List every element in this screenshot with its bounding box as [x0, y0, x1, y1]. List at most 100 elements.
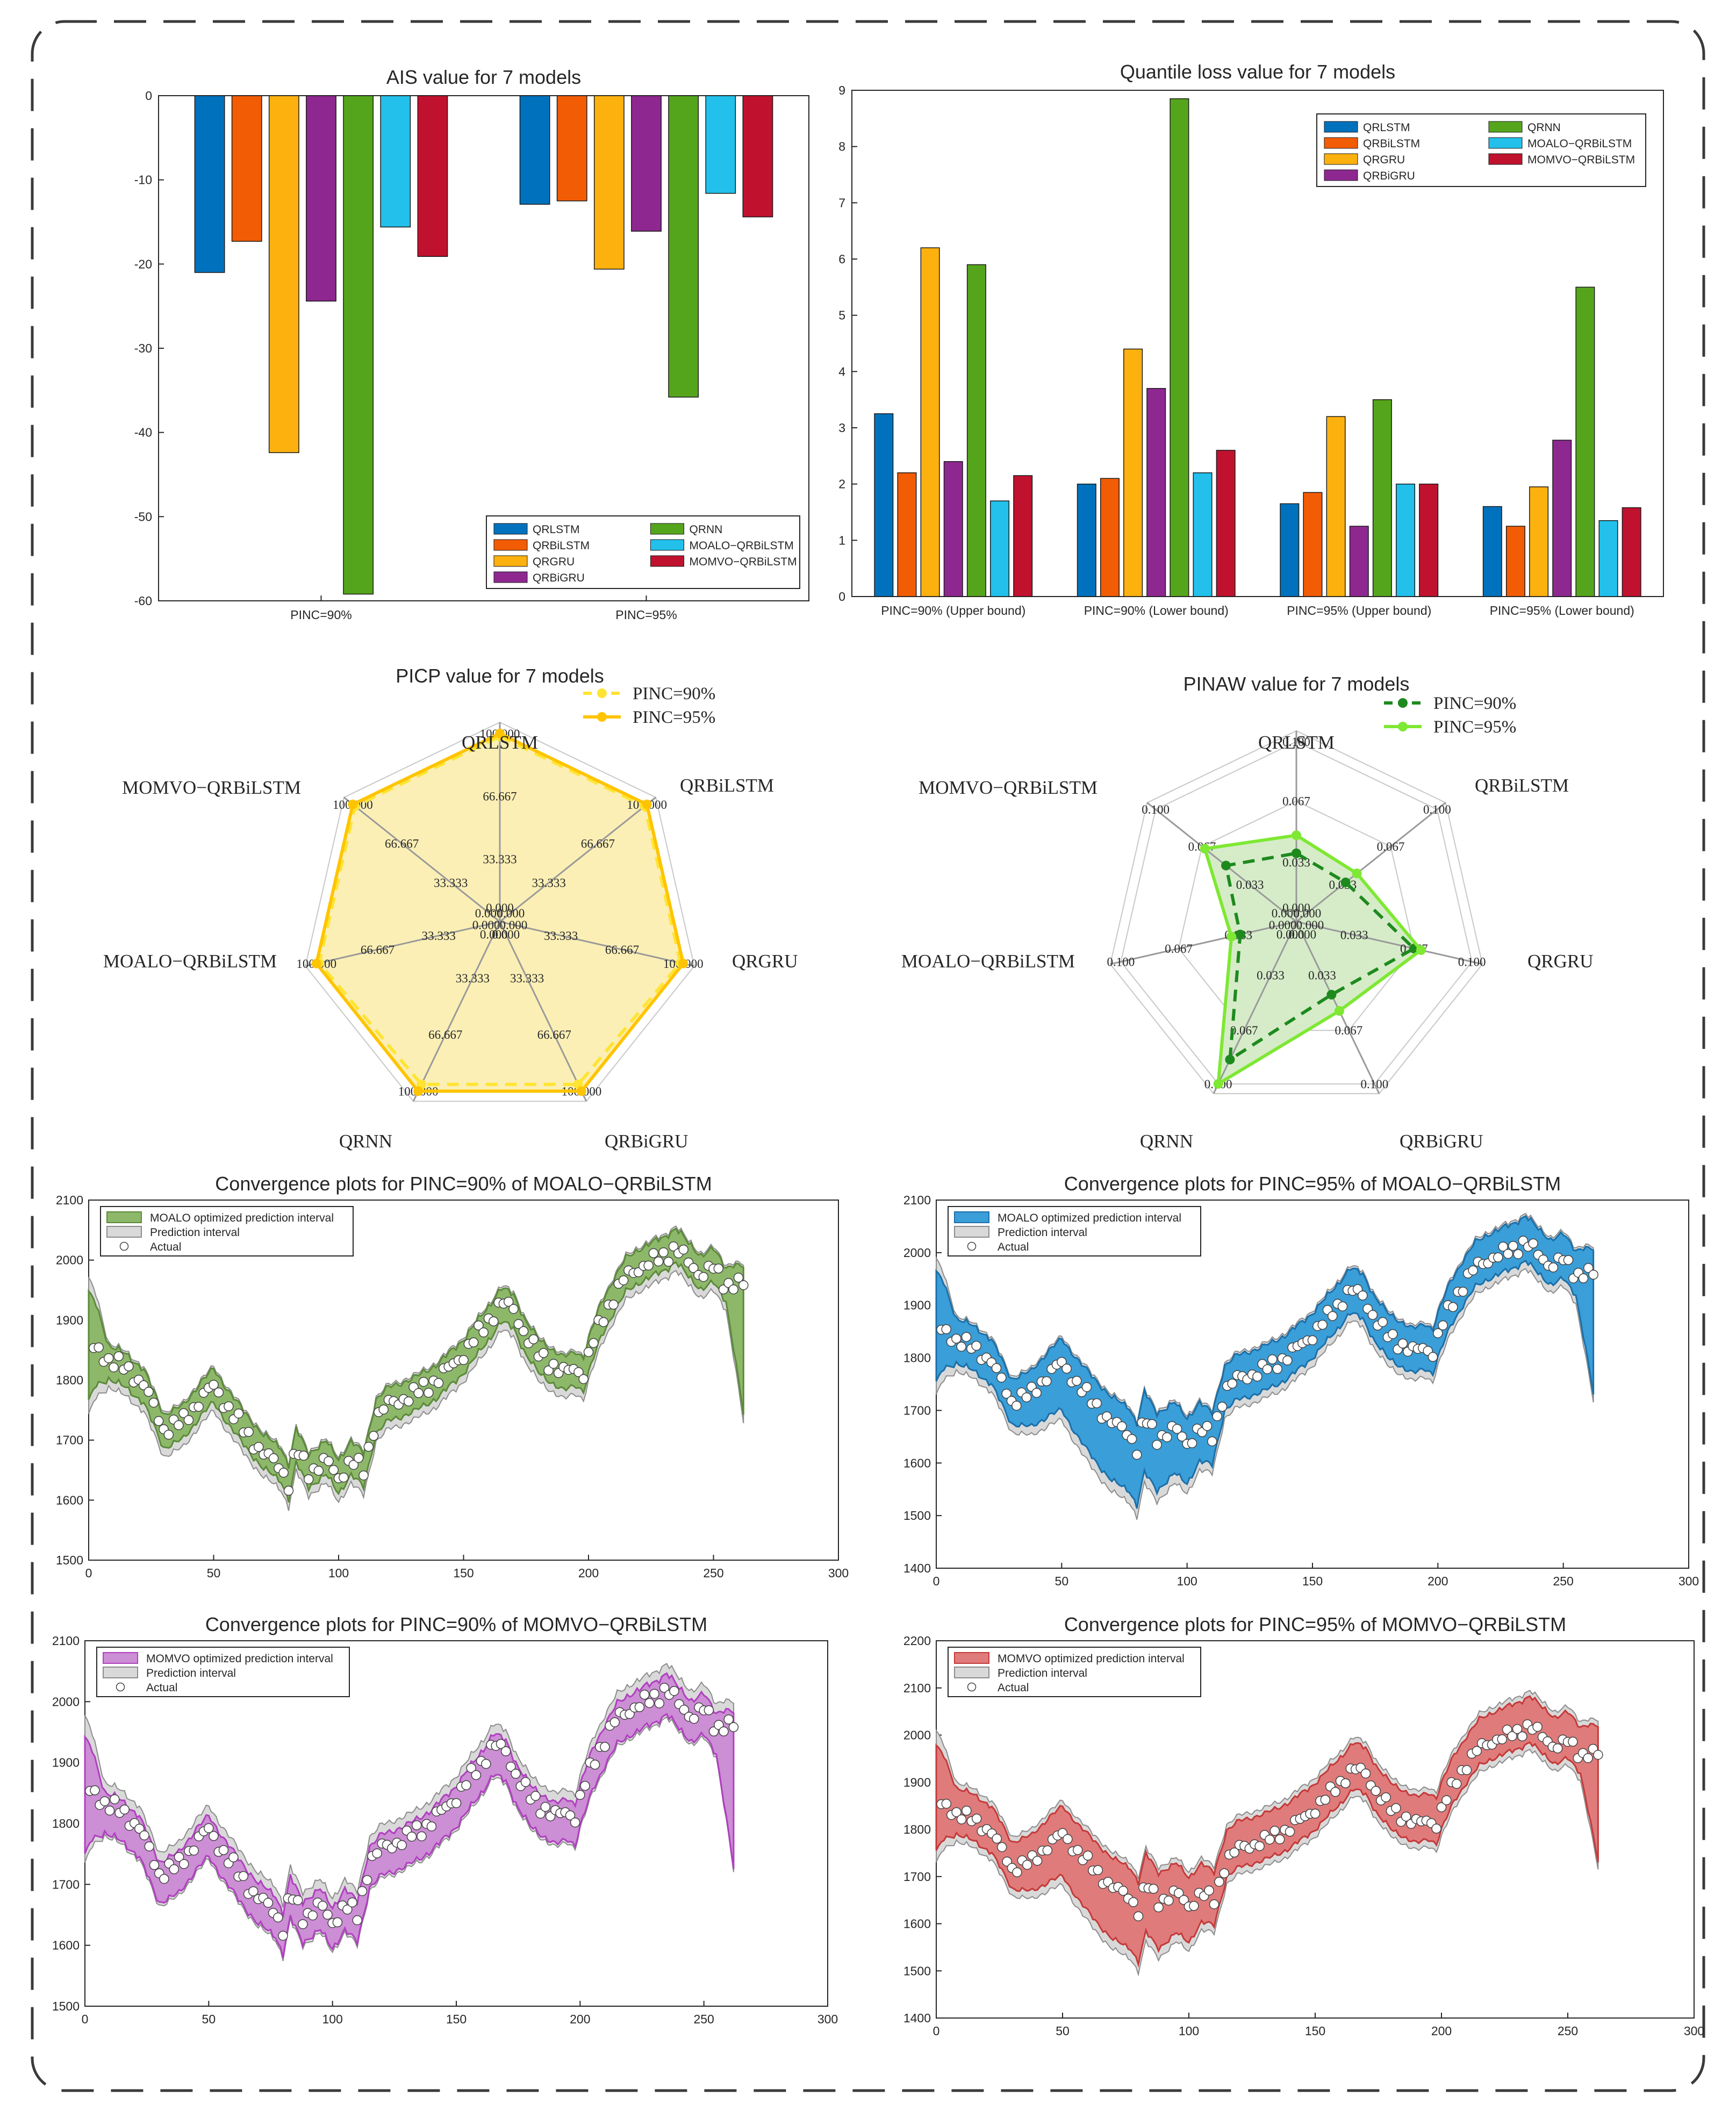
x-tick-label: PINC=90%: [290, 608, 351, 622]
actual-point: [1164, 1895, 1174, 1906]
actual-point: [307, 1910, 318, 1921]
ring-label: 33.333: [434, 876, 468, 889]
actual-point: [1593, 1749, 1603, 1760]
actual-point: [669, 1686, 679, 1696]
y-tick-label: 1500: [52, 1999, 80, 2013]
actual-point: [433, 1378, 444, 1388]
x-tick-label: 0: [933, 1574, 940, 1588]
bar-moalo−qrbilstm: [1598, 520, 1618, 597]
y-tick-label: 1500: [56, 1553, 83, 1567]
x-tick-label: 200: [570, 2012, 590, 2026]
radar-marker: [678, 958, 688, 968]
actual-point: [134, 1823, 145, 1834]
legend-swatch: [106, 1226, 142, 1238]
x-tick-label: 0: [82, 2012, 89, 2026]
axis-label: QRGRU: [1527, 951, 1594, 972]
actual-point: [540, 1801, 551, 1812]
actual-point: [718, 1284, 729, 1295]
actual-point: [224, 1401, 234, 1412]
y-tick-label: 1900: [52, 1756, 80, 1770]
actual-point: [1497, 1734, 1508, 1744]
actual-point: [951, 1807, 962, 1818]
bar-qrgru: [920, 247, 940, 597]
bar-momvo−qrbilstm: [417, 95, 448, 257]
actual-point: [1461, 1765, 1472, 1775]
x-tick-label: 300: [1678, 1574, 1699, 1588]
actual-point: [124, 1361, 134, 1372]
actual-point: [278, 1468, 289, 1478]
actual-point: [1436, 1802, 1447, 1813]
legend-label: QRNN: [1527, 121, 1561, 134]
actual-point: [648, 1248, 659, 1259]
actual-point: [1153, 1902, 1164, 1913]
actual-point: [1517, 1731, 1527, 1742]
legend-swatch: [1324, 121, 1358, 133]
actual-point: [169, 1864, 180, 1875]
actual-point: [535, 1808, 546, 1819]
actual-point: [1177, 1431, 1187, 1442]
legend-label: MOMVO−QRBiLSTM: [1527, 154, 1635, 166]
bar-qrbigru: [1349, 526, 1369, 597]
x-tick-label: 50: [1056, 2024, 1070, 2038]
radar-marker: [1326, 989, 1337, 1000]
actual-point: [1337, 1301, 1348, 1312]
actual-point: [332, 1917, 343, 1928]
actual-point: [1207, 1436, 1217, 1447]
actual-point: [649, 1689, 659, 1699]
actual-point: [1307, 1335, 1318, 1346]
actual-point: [363, 1441, 374, 1452]
actual-point: [322, 1909, 333, 1920]
ring-label: 0.000: [499, 918, 527, 932]
actual-point: [233, 1408, 244, 1419]
radar-fill: [1204, 835, 1421, 1084]
bar-moalo−qrbilstm: [1396, 483, 1416, 597]
radar-marker: [1226, 931, 1237, 942]
legend-swatch: [493, 571, 528, 583]
x-tick-label: PINC=90% (Lower bound): [1084, 604, 1229, 617]
bar-moalo−qrbilstm: [380, 95, 411, 228]
actual-point: [530, 1791, 541, 1801]
actual-point: [139, 1830, 149, 1841]
chart-title: Convergence plots for PINC=90% of MOMVO−…: [205, 1613, 707, 1635]
actual-point: [511, 1769, 521, 1779]
legend-label: PINC=95%: [1433, 717, 1516, 737]
radar-marker: [1235, 929, 1245, 939]
x-tick-label: 200: [578, 1566, 599, 1580]
y-tick-label: 2000: [903, 1728, 931, 1742]
y-tick-label: 1700: [903, 1870, 931, 1884]
radar-marker: [1200, 844, 1210, 854]
actual-point: [698, 1272, 709, 1282]
actual-point: [1578, 1273, 1589, 1283]
actual-point: [368, 1431, 379, 1441]
actual-point: [178, 1408, 189, 1418]
chart-title: Convergence plots for PINC=90% of MOALO−…: [215, 1173, 712, 1195]
y-tick-label: 0: [838, 590, 845, 604]
radar-spoke: [305, 921, 500, 967]
bar-qrgru: [1529, 486, 1549, 597]
legend-label: QRGRU: [533, 556, 575, 568]
actual-point: [996, 1373, 1007, 1383]
actual-point: [1267, 1354, 1278, 1365]
radar-marker: [642, 799, 652, 809]
legend-box: [486, 515, 800, 589]
actual-point: [962, 1805, 972, 1816]
actual-point: [1310, 1808, 1321, 1819]
actual-point: [992, 1833, 1002, 1844]
actual-point: [575, 1790, 585, 1800]
actual-point: [1548, 1262, 1559, 1273]
actual-point: [1401, 1811, 1411, 1822]
y-tick-label: -20: [134, 257, 152, 271]
ring-label: 0.000: [1293, 907, 1321, 920]
actual-point: [543, 1365, 554, 1376]
y-tick-label: 1800: [52, 1816, 80, 1830]
actual-point: [1285, 1827, 1295, 1837]
actual-point: [243, 1427, 254, 1437]
radar-marker: [1352, 868, 1362, 879]
actual-point: [481, 1758, 491, 1769]
ring-label: 0.000: [1296, 918, 1324, 932]
actual-point: [1563, 1255, 1574, 1265]
actual-point: [1528, 1238, 1538, 1248]
ring-label: 33.333: [456, 972, 490, 985]
chart-title: Convergence plots for PINC=95% of MOMVO−…: [1064, 1613, 1566, 1635]
actual-point: [1133, 1911, 1144, 1921]
